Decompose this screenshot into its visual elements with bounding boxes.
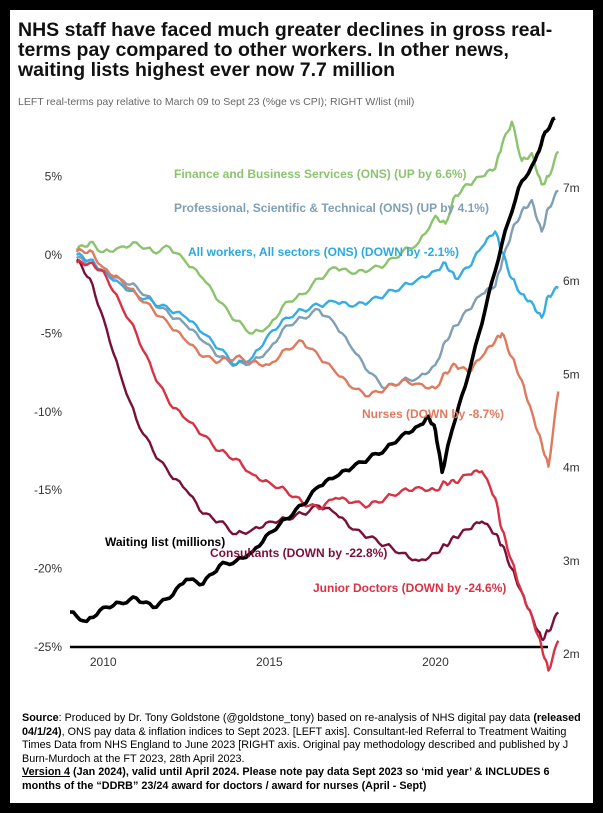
series-line-all_workers	[75, 230, 559, 366]
series-label-professional: Professional, Scientific & Technical (ON…	[174, 201, 489, 215]
series-line-nurses	[75, 247, 560, 468]
right-axis-tick-label: 3m	[563, 554, 580, 568]
left-axis-tick-label: -25%	[34, 640, 62, 654]
footer-source-c: , ONS pay data & inflation indices to Se…	[22, 725, 569, 765]
right-axis-tick-label: 5m	[563, 367, 580, 381]
right-axis-tick-label: 6m	[563, 274, 580, 288]
series-label-all_workers: All workers, All sectors (ONS) (DOWN by …	[188, 245, 459, 259]
series-label-waiting: Waiting list (millions)	[105, 535, 225, 549]
left-axis-tick-label: -15%	[34, 483, 62, 497]
series-line-consultants	[76, 258, 560, 642]
series-label-nurses: Nurses (DOWN by -8.7%)	[362, 407, 504, 421]
chart-title: NHS staff have faced much greater declin…	[18, 19, 553, 81]
footer-version-label: Version 4	[22, 766, 71, 779]
footer-source-b: (released 04/1/24)	[22, 712, 581, 738]
left-axis-tick-label: -10%	[34, 405, 62, 419]
series-label-consultants: Consultants (DOWN by -22.8%)	[210, 546, 387, 560]
right-axis-tick-label: 7m	[563, 181, 580, 195]
series-line-waiting	[69, 116, 556, 624]
left-axis-tick-label: -5%	[41, 326, 63, 340]
chart-subtitle: LEFT real-terms pay relative to March 09…	[18, 96, 415, 108]
left-axis-tick-label: 0%	[45, 248, 63, 262]
footer-note: Source: Produced by Dr. Tony Goldstone (…	[22, 712, 582, 794]
series-line-professional	[76, 189, 559, 390]
footer-source-label: Source	[22, 712, 59, 724]
line-chart: 5% 0% -5% -10% -15% -20% -25% 7m 6m 5m 4m 3m 2m 201…	[34, 116, 580, 672]
series-label-finance: Finance and Business Services (ONS) (UP …	[174, 167, 467, 181]
series-line-finance	[75, 120, 560, 335]
x-axis-tick-label: 2015	[256, 655, 283, 669]
footer-source-a: : Produced by Dr. Tony Goldstone (@golds…	[58, 712, 534, 724]
left-axis-tick-label: -20%	[34, 562, 62, 576]
x-axis-tick-label: 2020	[422, 655, 449, 669]
series-label-junior: Junior Doctors (DOWN by -24.6%)	[313, 581, 506, 595]
chart-panel	[10, 10, 593, 803]
x-axis-tick-label: 2010	[90, 655, 117, 669]
right-axis-tick-label: 4m	[563, 461, 580, 475]
left-axis-tick-label: 5%	[45, 170, 63, 184]
series-line-junior	[75, 259, 560, 672]
right-axis-tick-label: 2m	[563, 647, 580, 661]
footer-version-text: (Jan 2024), valid until April 2024. Plea…	[22, 766, 550, 792]
